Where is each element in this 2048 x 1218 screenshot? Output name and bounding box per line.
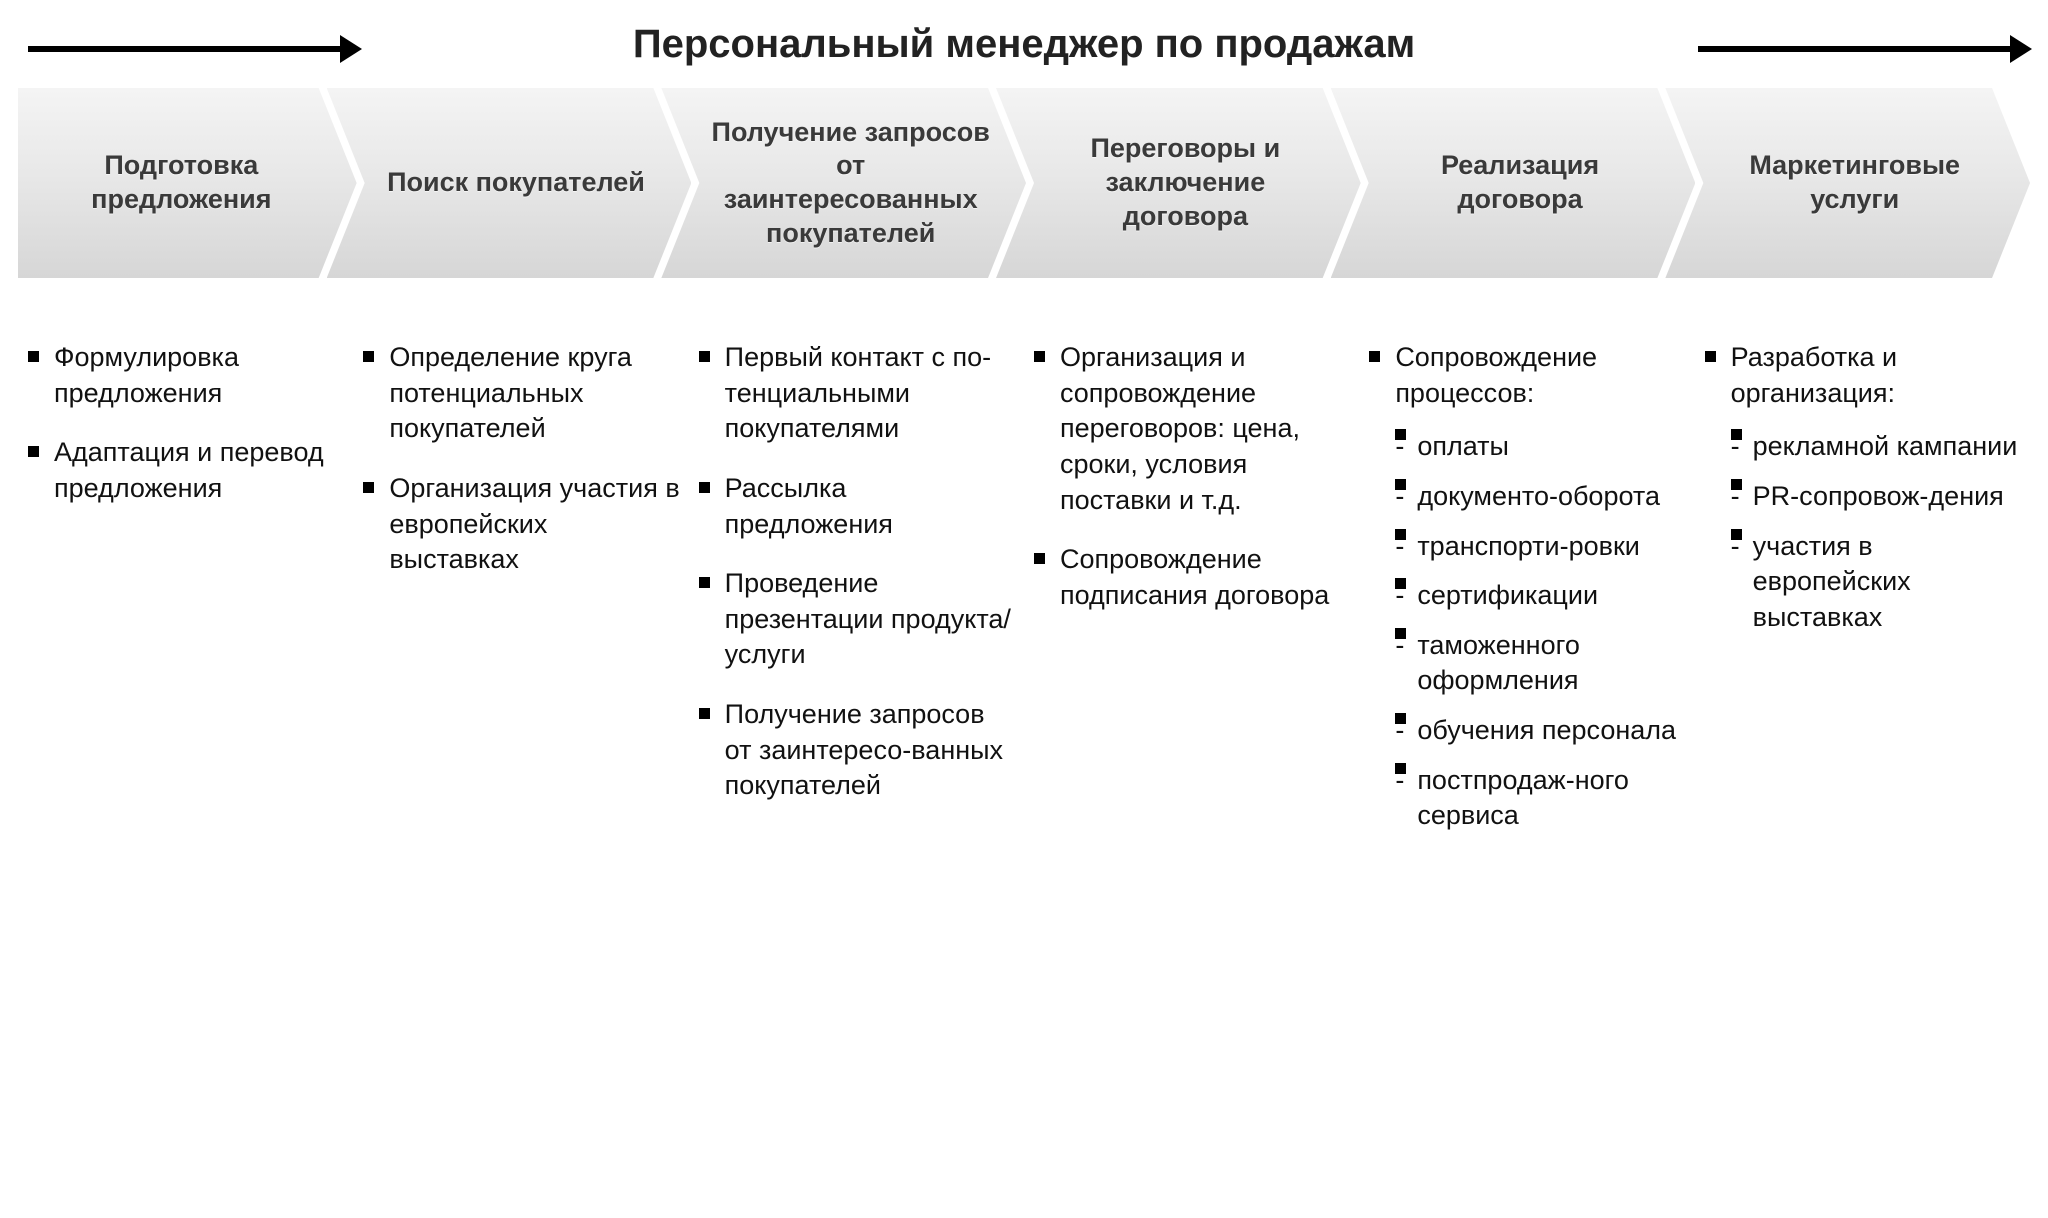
- chevron-label: Переговоры и заключение договора: [1046, 132, 1325, 233]
- chevron-label: Поиск покупателей: [387, 166, 645, 200]
- bullet-item: Получение запросов от заинтересо-ванных …: [695, 697, 1018, 804]
- sub-list: рекламной кампании PR-сопровож-дения участ…: [1731, 429, 2024, 635]
- header-row: Персональный менеджер по продажам: [0, 14, 2048, 74]
- sub-item: таможенного оформления: [1395, 628, 1688, 699]
- bullet-list: Первый контакт с по-тенциальными покупат…: [695, 340, 1018, 804]
- chevron-stage-4: Переговоры и заключение договора: [996, 88, 1361, 278]
- sub-item: документо-оборота: [1395, 479, 1688, 515]
- bullet-text: Сопровождение подписания договора: [1060, 544, 1329, 610]
- sub-list: оплаты документо-оборота транспорти-ровки с…: [1395, 429, 1688, 834]
- bullet-item: Организация и сопровождение переговоров:…: [1030, 340, 1353, 518]
- sub-item: оплаты: [1395, 429, 1688, 465]
- bullet-item: Рассылка предложения: [695, 471, 1018, 542]
- top-arrow-left-head: [340, 35, 362, 63]
- sub-item: сертификации: [1395, 578, 1688, 614]
- chevron-label: Реализация договора: [1381, 149, 1660, 217]
- detail-col-5: Сопровождение процессов: оплаты документо-…: [1359, 340, 1694, 858]
- detail-col-2: Определение круга потенциальных покупате…: [353, 340, 688, 858]
- detail-col-3: Первый контакт с по-тенциальными покупат…: [689, 340, 1024, 858]
- bullet-text: Разработка и организация:: [1731, 342, 1898, 408]
- bullet-item: Проведение презентации продукта/ услуги: [695, 566, 1018, 673]
- chevron-stage-2: Поиск покупателей: [327, 88, 692, 278]
- bullet-item: Адаптация и перевод предложения: [24, 435, 347, 506]
- sub-item: транспорти-ровки: [1395, 529, 1688, 565]
- bullet-item: Формулировка предложения: [24, 340, 347, 411]
- bullet-text: Первый контакт с по-тенциальными покупат…: [725, 342, 992, 443]
- bullet-item: Сопровождение подписания договора: [1030, 542, 1353, 613]
- process-chevrons: Подготовка предложения Поиск покупателей П…: [18, 88, 2030, 278]
- top-arrow-right-bar: [1698, 46, 2012, 52]
- bullet-text: Сопровождение процессов:: [1395, 342, 1597, 408]
- chevron-label: Подготовка предложения: [42, 149, 321, 217]
- bullet-item: Сопровождение процессов: оплаты документо-…: [1365, 340, 1688, 834]
- bullet-text: Формулировка предложения: [54, 342, 239, 408]
- chevron-label: Маркетинговые услуги: [1715, 149, 1994, 217]
- chevron-stage-3: Получение запросов от заинтересованных п…: [661, 88, 1026, 278]
- bullet-item: Первый контакт с по-тенциальными покупат…: [695, 340, 1018, 447]
- detail-col-1: Формулировка предложения Адаптация и пере…: [18, 340, 353, 858]
- sub-item: участия в европейских выставках: [1731, 529, 2024, 636]
- bullet-text: Организация участия в европейских выстав…: [389, 473, 679, 574]
- chevron-stage-1: Подготовка предложения: [18, 88, 357, 278]
- bullet-text: Адаптация и перевод предложения: [54, 437, 324, 503]
- bullet-text: Получение запросов от заинтересо-ванных …: [725, 699, 1003, 800]
- detail-col-4: Организация и сопровождение переговоров:…: [1024, 340, 1359, 858]
- process-details: Формулировка предложения Адаптация и пере…: [18, 340, 2030, 858]
- bullet-item: Разработка и организация: рекламной кампа…: [1701, 340, 2024, 635]
- bullet-list: Определение круга потенциальных покупате…: [359, 340, 682, 578]
- chevron-label: Получение запросов от заинтересованных п…: [711, 116, 990, 251]
- top-arrow-left-bar: [28, 46, 342, 52]
- bullet-list: Сопровождение процессов: оплаты документо-…: [1365, 340, 1688, 834]
- sub-item: PR-сопровож-дения: [1731, 479, 2024, 515]
- chevron-stage-5: Реализация договора: [1331, 88, 1696, 278]
- sub-item: рекламной кампании: [1731, 429, 2024, 465]
- detail-col-6: Разработка и организация: рекламной кампа…: [1695, 340, 2030, 858]
- top-arrow-right-head: [2010, 35, 2032, 63]
- bullet-item: Организация участия в европейских выстав…: [359, 471, 682, 578]
- bullet-text: Организация и сопровождение переговоров:…: [1060, 342, 1300, 515]
- bullet-item: Определение круга потенциальных покупате…: [359, 340, 682, 447]
- bullet-text: Определение круга потенциальных покупате…: [389, 342, 632, 443]
- sub-item: постпродаж-ного сервиса: [1395, 763, 1688, 834]
- bullet-list: Разработка и организация: рекламной кампа…: [1701, 340, 2024, 635]
- page-title: Персональный менеджер по продажам: [633, 22, 1415, 67]
- bullet-list: Организация и сопровождение переговоров:…: [1030, 340, 1353, 613]
- sub-item: обучения персонала: [1395, 713, 1688, 749]
- chevron-stage-6: Маркетинговые услуги: [1665, 88, 2030, 278]
- bullet-text: Проведение презентации продукта/ услуги: [725, 568, 1011, 669]
- bullet-list: Формулировка предложения Адаптация и пере…: [24, 340, 347, 507]
- bullet-text: Рассылка предложения: [725, 473, 893, 539]
